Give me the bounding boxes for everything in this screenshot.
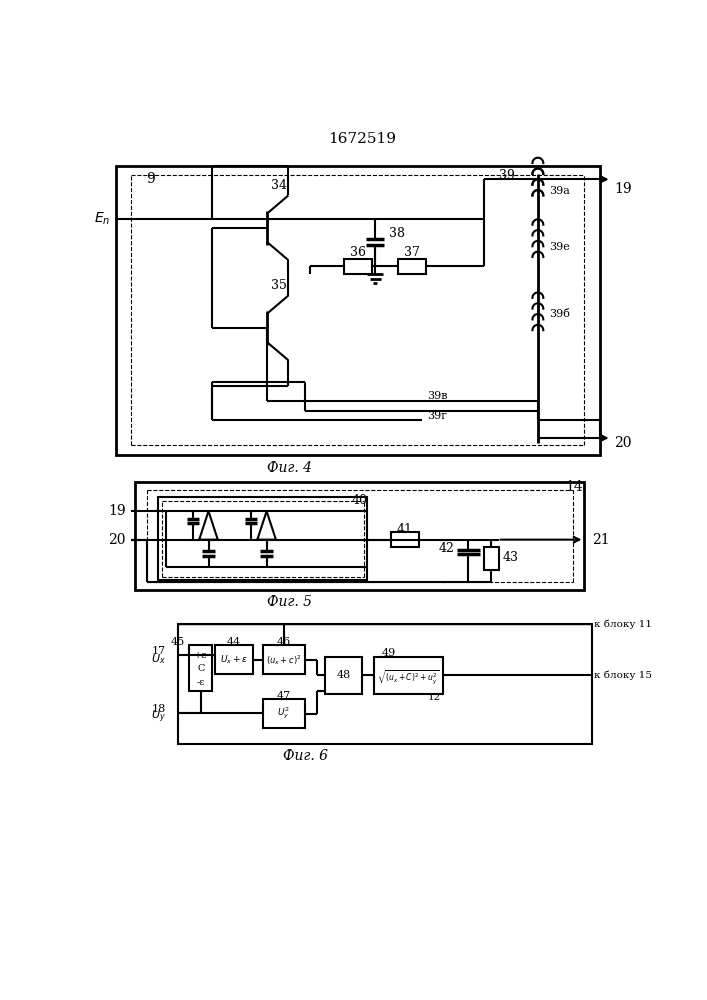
Bar bbox=[177, 624, 592, 744]
Text: 19: 19 bbox=[108, 504, 126, 518]
Bar bbox=[135, 482, 585, 590]
Text: 39б: 39б bbox=[549, 309, 571, 319]
Bar bbox=[325, 657, 362, 694]
Text: Фиг. 4: Фиг. 4 bbox=[267, 461, 312, 475]
Text: 19: 19 bbox=[614, 182, 631, 196]
Text: C: C bbox=[197, 664, 204, 673]
Bar bbox=[484, 547, 499, 570]
Text: $U_y$: $U_y$ bbox=[151, 709, 166, 725]
Text: 39е: 39е bbox=[549, 242, 571, 252]
Bar bbox=[373, 657, 443, 694]
Text: $U_y^2$: $U_y^2$ bbox=[277, 706, 290, 721]
Text: 39в: 39в bbox=[427, 391, 448, 401]
Text: 17: 17 bbox=[152, 646, 166, 656]
Text: $U_x+\varepsilon$: $U_x+\varepsilon$ bbox=[220, 654, 248, 666]
Text: 47: 47 bbox=[276, 691, 291, 701]
Text: 45: 45 bbox=[171, 637, 185, 647]
Bar bbox=[215, 645, 253, 674]
Bar bbox=[158, 497, 368, 580]
Text: 1672519: 1672519 bbox=[328, 132, 396, 146]
Text: -ε: -ε bbox=[197, 678, 205, 687]
Text: Фиг. 6: Фиг. 6 bbox=[283, 749, 328, 763]
Text: 46: 46 bbox=[276, 637, 291, 647]
Text: 41: 41 bbox=[397, 523, 413, 536]
Text: 18: 18 bbox=[151, 704, 166, 714]
Text: 36: 36 bbox=[350, 246, 366, 259]
Text: 21: 21 bbox=[592, 533, 609, 547]
Text: 14: 14 bbox=[565, 480, 583, 494]
Bar bbox=[263, 699, 305, 728]
Text: 12: 12 bbox=[428, 693, 441, 702]
Bar bbox=[115, 166, 600, 455]
Text: 37: 37 bbox=[404, 246, 420, 259]
Text: к блоку 15: к блоку 15 bbox=[595, 670, 653, 680]
Bar bbox=[344, 259, 372, 274]
Bar bbox=[391, 532, 419, 547]
Text: 34: 34 bbox=[271, 179, 286, 192]
Text: 35: 35 bbox=[271, 279, 286, 292]
Text: 39а: 39а bbox=[549, 186, 571, 196]
Bar bbox=[398, 259, 426, 274]
Text: к блоку 11: к блоку 11 bbox=[595, 620, 653, 629]
Text: 39г: 39г bbox=[427, 411, 447, 421]
Bar bbox=[189, 645, 212, 691]
Text: 44: 44 bbox=[227, 637, 241, 647]
Text: Фиг. 5: Фиг. 5 bbox=[267, 595, 312, 609]
Text: $\sqrt{(u_x+C)^2+u_y^2}$: $\sqrt{(u_x+C)^2+u_y^2}$ bbox=[378, 669, 440, 687]
Text: $E_n$: $E_n$ bbox=[94, 210, 110, 227]
Bar bbox=[263, 645, 305, 674]
Text: 39: 39 bbox=[499, 169, 515, 182]
Text: $U_x$: $U_x$ bbox=[151, 652, 166, 666]
Text: 20: 20 bbox=[614, 436, 631, 450]
Text: 40: 40 bbox=[352, 494, 368, 507]
Text: +ε: +ε bbox=[194, 651, 207, 660]
Text: 43: 43 bbox=[503, 551, 519, 564]
Text: 48: 48 bbox=[337, 670, 351, 680]
Text: 49: 49 bbox=[381, 648, 396, 658]
Text: 20: 20 bbox=[108, 533, 126, 547]
Text: 42: 42 bbox=[438, 542, 454, 555]
Text: $(u_x+c)^2$: $(u_x+c)^2$ bbox=[266, 653, 301, 667]
Text: 38: 38 bbox=[389, 227, 405, 240]
Text: 9: 9 bbox=[146, 172, 156, 186]
